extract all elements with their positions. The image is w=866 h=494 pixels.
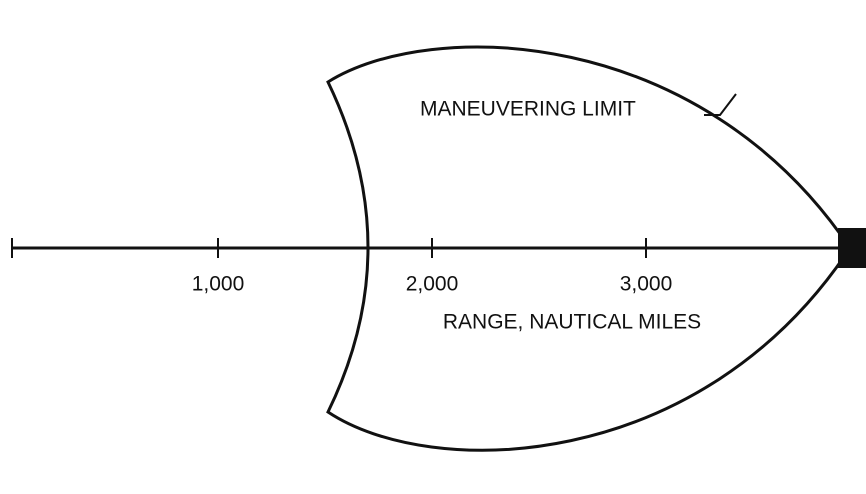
tick-label: 1,000 xyxy=(192,273,245,296)
maneuvering-limit-boundary xyxy=(326,45,852,452)
leader-line xyxy=(704,93,737,116)
axis-label: RANGE, NAUTICAL MILES xyxy=(443,311,701,334)
tick-label: 2,000 xyxy=(406,273,459,296)
tick-label: 3,000 xyxy=(620,273,673,296)
annotation: MANEUVERING LIMIT xyxy=(420,98,636,121)
